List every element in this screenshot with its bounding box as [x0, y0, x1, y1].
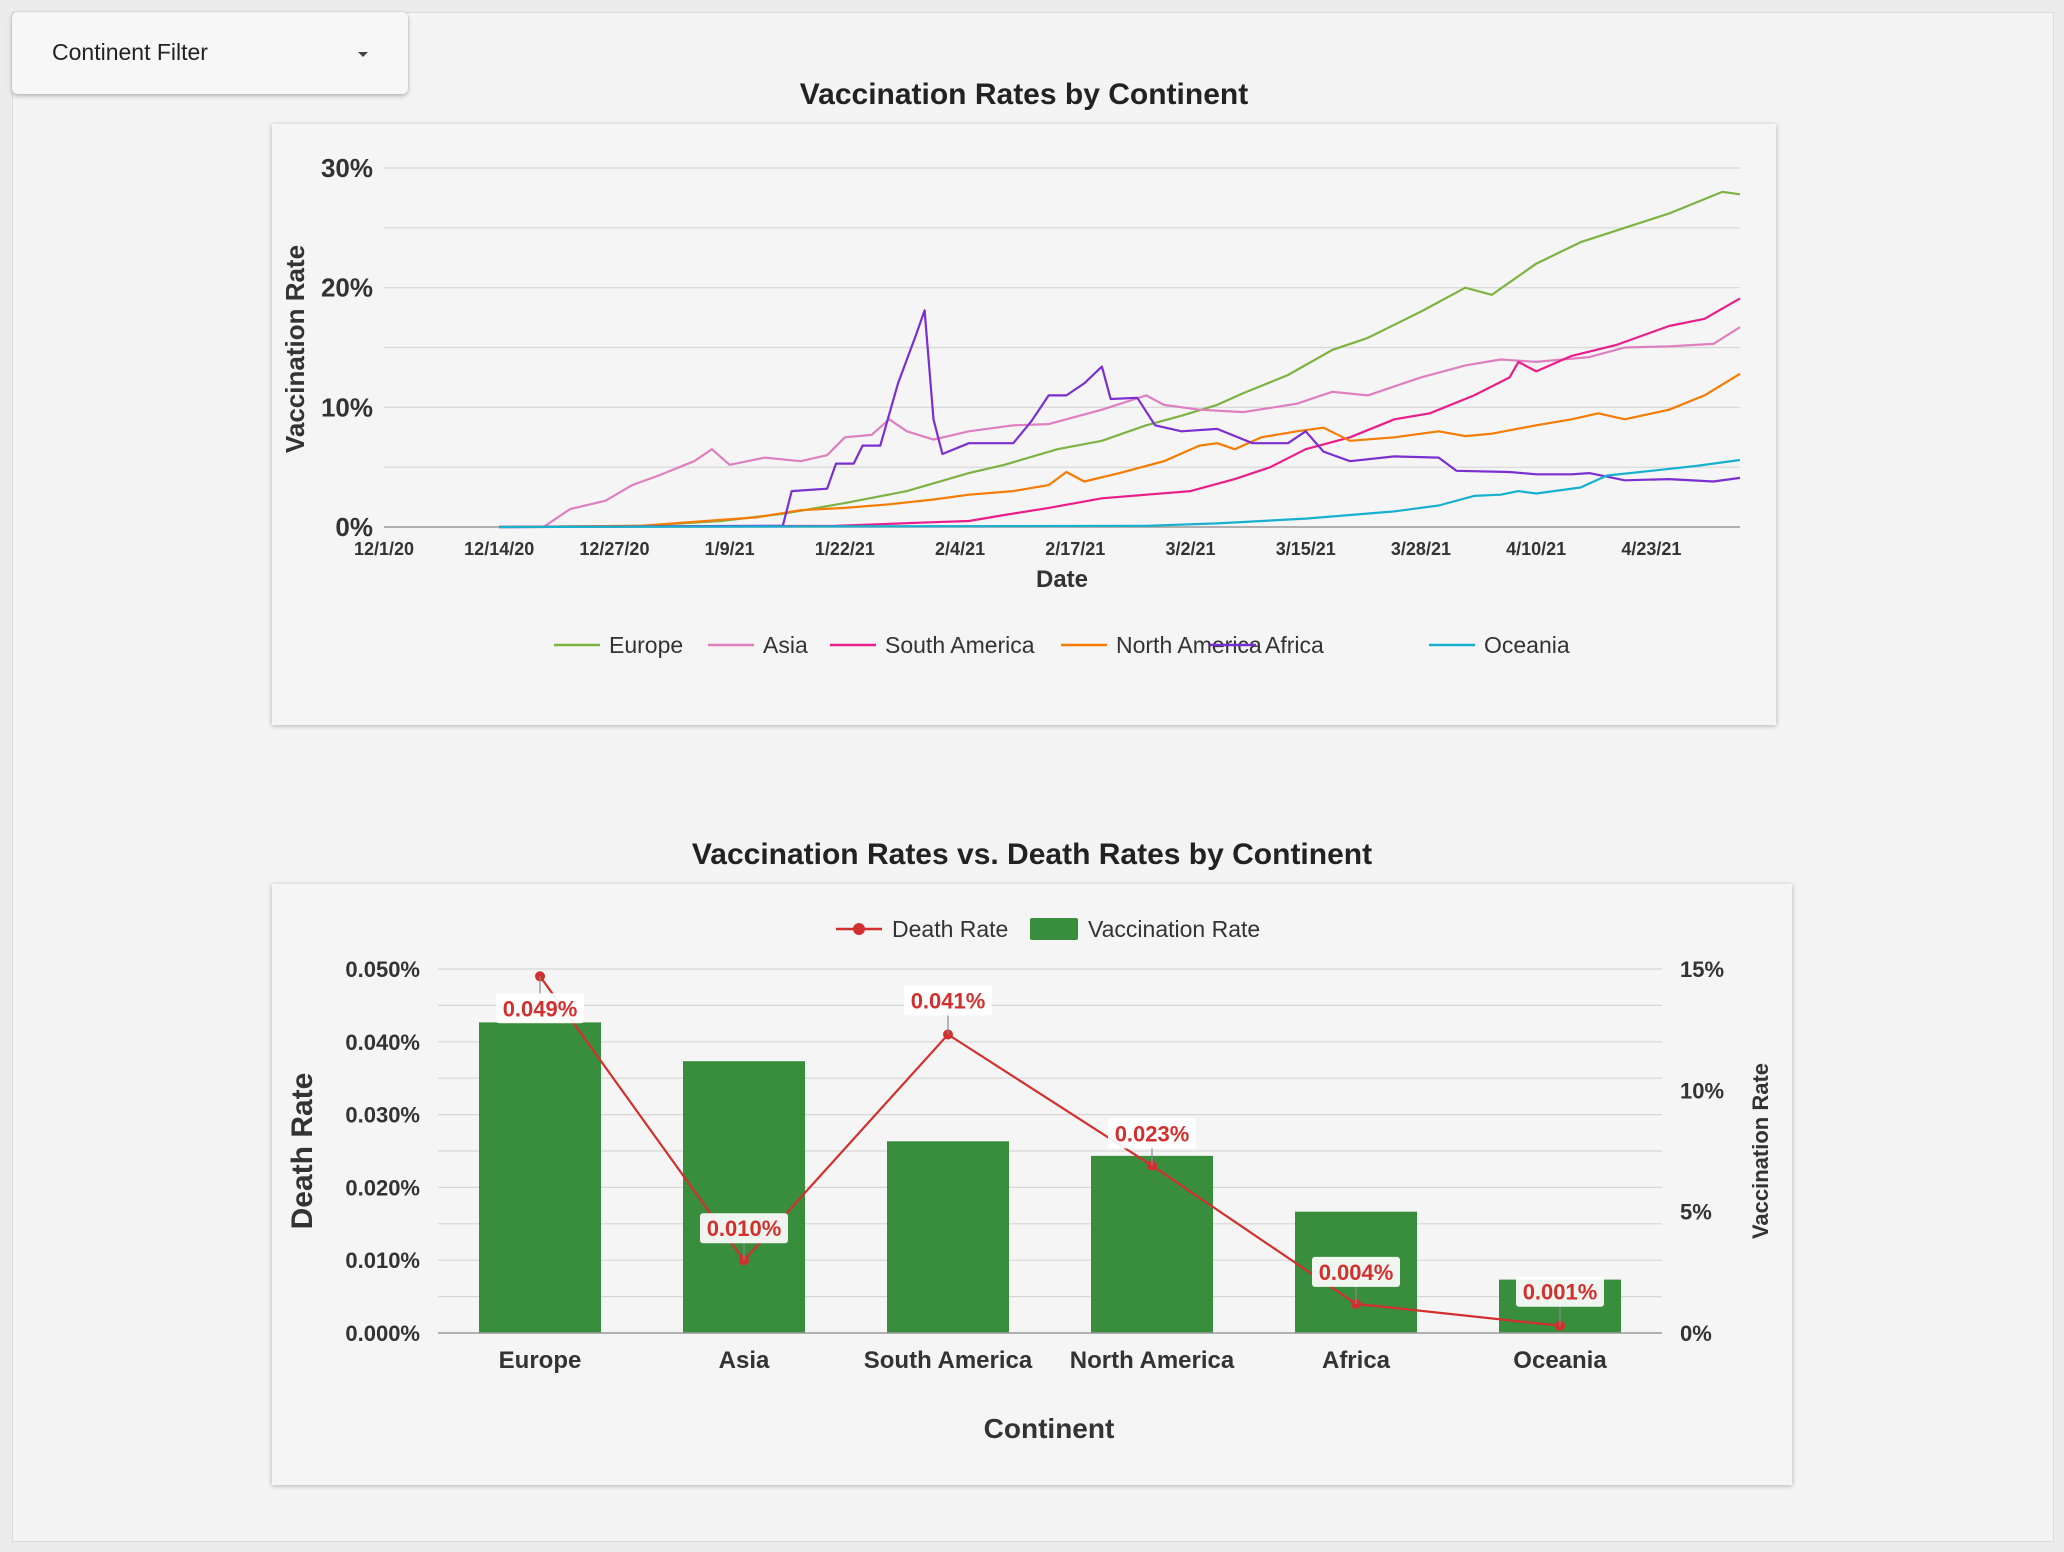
x-tick-label-north-america: North America — [1070, 1347, 1235, 1374]
left-y-tick-label: 0.050% — [345, 957, 420, 982]
right-y-tick-label: 0% — [1680, 1321, 1712, 1346]
x-tick-label-africa: Africa — [1322, 1347, 1391, 1374]
x-axis-title: Continent — [984, 1413, 1115, 1444]
legend-marker-death-rate — [853, 923, 865, 935]
bar-south-america — [887, 1141, 1009, 1333]
x-tick-label: 12/1/20 — [354, 539, 414, 559]
right-y-tick-label: 10% — [1680, 1078, 1724, 1103]
data-label-bg — [1516, 1276, 1604, 1307]
series-line-asia — [499, 326, 1741, 529]
legend-label-europe: Europe — [609, 632, 683, 658]
left-y-tick-label: 0.030% — [345, 1103, 420, 1128]
x-tick-label-south-america: South America — [864, 1347, 1033, 1374]
data-label-bg — [496, 993, 584, 1024]
x-tick-label: 12/14/20 — [464, 539, 534, 559]
death-rate-line — [539, 975, 1561, 1327]
x-tick-label: 2/4/21 — [935, 539, 985, 559]
legend-label-asia: Asia — [763, 632, 808, 658]
x-tick-label: 3/28/21 — [1391, 539, 1451, 559]
combo-chart-card: 0.000% 0.010% 0.020% 0.030% 0.040% 0.050% 0% 5%… — [272, 884, 1792, 1485]
line-chart-card: 0% 10% 20% 30% 12/1/20 12/14/20 12/27/20 1/9/21… — [272, 124, 1776, 725]
data-label-bg — [700, 1213, 788, 1244]
left-y-axis-title: Death Rate — [286, 1073, 319, 1230]
right-y-axis-title: Vaccination Rate — [1748, 1063, 1773, 1239]
data-label-bg — [1108, 1118, 1196, 1149]
x-tick-label: 3/2/21 — [1165, 539, 1215, 559]
x-tick-label: 4/10/21 — [1506, 539, 1566, 559]
y-tick-label: 0% — [335, 512, 373, 542]
combo-chart: 0.000% 0.010% 0.020% 0.030% 0.040% 0.050% 0% 5%… — [286, 916, 1773, 1444]
legend-label-south-america: South America — [885, 632, 1035, 658]
x-tick-label: 1/22/21 — [815, 539, 875, 559]
x-tick-label: 12/27/20 — [579, 539, 649, 559]
death-rate-data-label: 0.004% — [1319, 1260, 1394, 1285]
death-rate-data-label: 0.023% — [1115, 1122, 1190, 1147]
series-line-south-america — [499, 297, 1741, 529]
right-y-tick-label: 5% — [1680, 1200, 1712, 1225]
legend-swatch-vaccination-rate — [1030, 918, 1078, 940]
line-chart: 0% 10% 20% 30% 12/1/20 12/14/20 12/27/20 1/9/21… — [280, 153, 1741, 658]
combo-chart-title: Vaccination Rates vs. Death Rates by Con… — [691, 838, 1373, 871]
y-tick-label: 30% — [321, 153, 373, 183]
legend-label-vaccination-rate: Vaccination Rate — [1088, 916, 1260, 942]
series-line-oceania — [499, 458, 1741, 529]
x-axis-title: Date — [1036, 566, 1088, 593]
x-tick-label: 4/23/21 — [1621, 539, 1681, 559]
line-chart-title: Vaccination Rates by Continent — [799, 78, 1249, 111]
y-tick-label: 20% — [321, 273, 373, 303]
series-line-europe — [499, 190, 1741, 529]
series-line-north-america — [499, 372, 1741, 529]
death-rate-data-label: 0.041% — [911, 989, 986, 1014]
death-rate-data-label: 0.049% — [503, 996, 578, 1021]
bar-north-america — [1091, 1155, 1213, 1333]
data-label-bg — [1312, 1256, 1400, 1287]
bar-europe — [479, 1022, 601, 1333]
legend-label-africa: Africa — [1265, 632, 1324, 658]
legend-label-death-rate: Death Rate — [892, 916, 1008, 942]
death-point-south-america — [943, 1029, 953, 1040]
death-point-north-america — [1147, 1160, 1157, 1171]
caret-down-icon — [358, 52, 368, 57]
data-label-bg — [904, 985, 992, 1016]
right-y-tick-label: 15% — [1680, 957, 1724, 982]
x-tick-label-europe: Europe — [499, 1347, 582, 1374]
x-tick-label-oceania: Oceania — [1513, 1347, 1607, 1374]
bar-asia — [683, 1061, 805, 1333]
x-tick-label: 3/15/21 — [1276, 539, 1336, 559]
x-tick-label-asia: Asia — [719, 1347, 770, 1374]
legend-label-oceania: Oceania — [1484, 632, 1570, 658]
left-y-tick-label: 0.010% — [345, 1248, 420, 1273]
death-rate-data-label: 0.010% — [707, 1216, 782, 1241]
left-y-tick-label: 0.000% — [345, 1321, 420, 1346]
y-axis-title: Vaccination Rate — [280, 245, 310, 453]
left-y-tick-label: 0.040% — [345, 1030, 420, 1055]
x-tick-label: 1/9/21 — [705, 539, 755, 559]
x-tick-label: 2/17/21 — [1045, 539, 1105, 559]
continent-filter-label: Continent Filter — [52, 39, 208, 65]
death-rate-data-label: 0.001% — [1523, 1280, 1598, 1305]
series-line-africa — [499, 309, 1741, 529]
continent-filter-dropdown[interactable]: Continent Filter — [12, 12, 408, 94]
left-y-tick-label: 0.020% — [345, 1175, 420, 1200]
y-tick-label: 10% — [321, 392, 373, 422]
